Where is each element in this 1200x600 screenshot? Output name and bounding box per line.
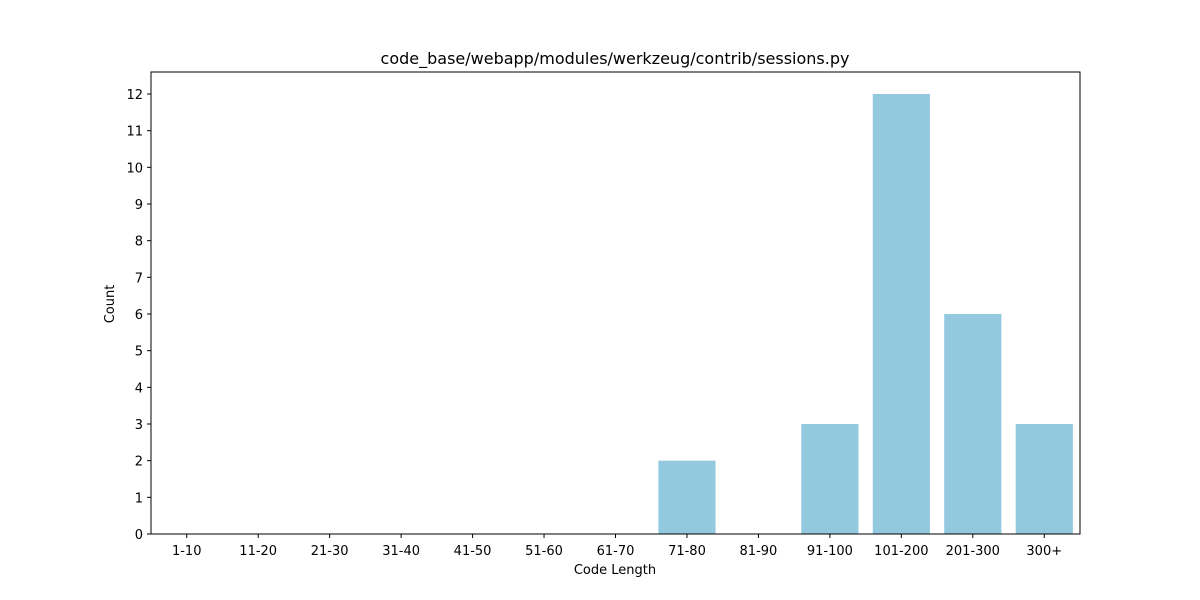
x-tick-label: 71-80 bbox=[668, 544, 706, 559]
y-tick-label: 0 bbox=[135, 528, 143, 543]
x-tick-label: 300+ bbox=[1026, 544, 1062, 559]
y-tick-label: 1 bbox=[135, 491, 143, 506]
x-tick-label: 201-300 bbox=[946, 544, 1000, 559]
bar-201-300 bbox=[944, 314, 1002, 534]
y-tick-label: 2 bbox=[135, 455, 143, 470]
y-tick-label: 11 bbox=[126, 125, 143, 140]
y-tick-label: 3 bbox=[135, 418, 143, 433]
x-axis-ticks: 1-10 11-20 21-30 31-40 41-50 51-60 61-70 71-80 8… bbox=[172, 534, 1062, 559]
y-tick-label: 8 bbox=[135, 235, 143, 250]
x-tick-label: 61-70 bbox=[597, 544, 635, 559]
x-tick-label: 1-10 bbox=[172, 544, 202, 559]
bar-91-100 bbox=[801, 424, 859, 534]
y-tick-label: 4 bbox=[135, 381, 143, 396]
x-axis-label: Code Length bbox=[574, 563, 656, 578]
chart-title: code_base/webapp/modules/werkzeug/contri… bbox=[381, 49, 850, 69]
x-tick-label: 41-50 bbox=[454, 544, 492, 559]
y-tick-label: 12 bbox=[126, 88, 143, 103]
y-tick-label: 5 bbox=[135, 345, 143, 360]
x-tick-label: 51-60 bbox=[525, 544, 563, 559]
bar-71-80 bbox=[658, 460, 716, 534]
y-tick-label: 10 bbox=[126, 161, 143, 176]
bar-300+ bbox=[1015, 424, 1073, 534]
x-tick-label: 21-30 bbox=[311, 544, 349, 559]
y-tick-label: 7 bbox=[135, 271, 143, 286]
x-tick-label: 91-100 bbox=[807, 544, 853, 559]
bars-group bbox=[658, 94, 1073, 534]
x-tick-label: 31-40 bbox=[382, 544, 420, 559]
y-tick-label: 9 bbox=[135, 198, 143, 213]
y-tick-label: 6 bbox=[135, 308, 143, 323]
x-tick-label: 81-90 bbox=[740, 544, 778, 559]
plot-frame bbox=[150, 71, 1081, 535]
x-tick-label: 101-200 bbox=[874, 544, 928, 559]
x-tick-label: 11-20 bbox=[239, 544, 277, 559]
bar-101-200 bbox=[872, 94, 930, 534]
y-axis-label: Count bbox=[103, 285, 118, 324]
